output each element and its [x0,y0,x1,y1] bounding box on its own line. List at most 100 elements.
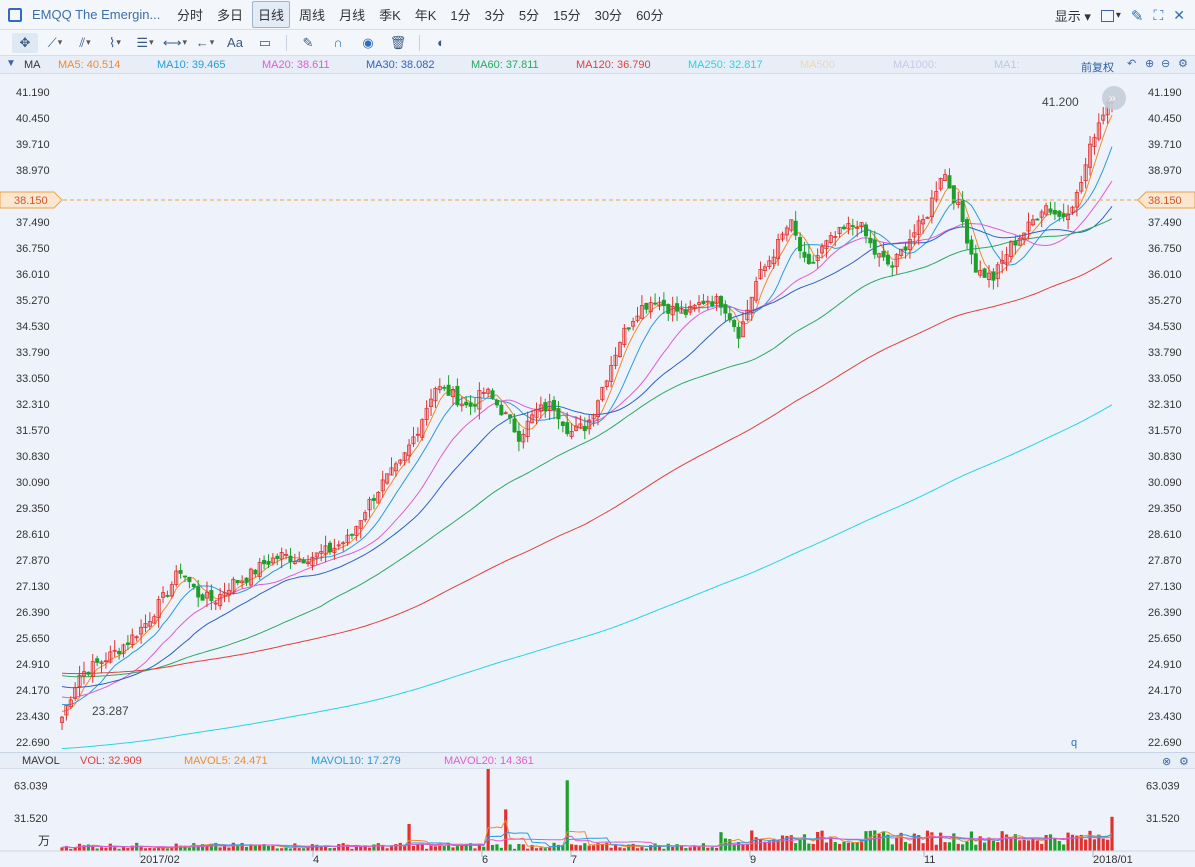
vol-label[interactable]: MAVOL [22,755,60,767]
period-tab[interactable]: 年K [414,8,437,23]
candle-body [969,239,974,255]
channel-tool-icon[interactable]: ⫽ [72,33,98,53]
ma-label[interactable]: MA [24,59,41,71]
candle-body [156,598,161,619]
y-tick-label-right: 32.310 [1148,399,1182,411]
symbol-title[interactable]: EMQQ The Emergin... [32,7,161,22]
chevron-down-icon[interactable]: ▾ [1115,10,1121,21]
eye-icon[interactable]: ◉ [362,34,374,50]
candle-body [675,303,680,312]
period-tab[interactable]: 多日 [217,8,244,23]
volume-bar [587,845,591,851]
fib-tool-icon[interactable]: ☰ [132,33,158,53]
volume-bar [473,848,477,851]
volume-bar [930,832,934,851]
y-tick-label-right: 28.610 [1148,529,1182,541]
volume-bar [613,844,618,851]
volume-bar [583,843,587,851]
add-indicator-icon[interactable]: ⊕ [1145,58,1155,70]
candle-body [565,422,570,435]
volume-bar [152,848,156,851]
comment-tool-icon[interactable]: ▭ [258,34,272,50]
y-tick-label-right: 41.190 [1148,87,1182,99]
volume-bar [600,844,604,851]
period-tab[interactable]: 季K [379,8,401,23]
y-tick-label-right: 30.830 [1148,451,1182,463]
volume-bar [332,847,336,851]
candlestick-chart[interactable]: 41.190 41.190 40.450 40.450 39.710 39.710 38.9… [0,74,1195,752]
volume-bar [310,844,315,851]
text-tool-icon[interactable]: Aa [227,35,243,50]
wave-tool-icon[interactable]: ⌇ [102,33,128,53]
candle-body [385,473,390,484]
layout-select-icon[interactable] [1100,9,1114,22]
volume-bar [104,847,108,851]
y-tick-label-left: 23.430 [16,711,50,723]
volume-settings-icon[interactable]: ⚙ [1179,756,1189,768]
ma-line-ma120 [61,257,1113,675]
panel-toggle-icon[interactable] [8,7,22,22]
volume-bar [842,841,846,851]
candle-body [1101,114,1106,121]
pen-icon[interactable]: ✎ [1130,7,1144,25]
brush-icon[interactable]: ✎ [302,34,314,50]
candle-body [451,389,456,398]
close-volume-icon[interactable]: ⊗ [1162,756,1172,768]
volume-bar [991,840,995,851]
candle-body [780,233,785,240]
period-tab[interactable]: 60分 [636,8,664,23]
settings-gear-icon[interactable]: ⚙ [1178,58,1188,70]
candle-body [494,399,499,406]
close-icon[interactable]: ✕ [1173,7,1185,23]
candle-body [890,265,895,268]
period-tab[interactable]: 15分 [553,8,581,23]
candle-body [81,671,86,677]
y-tick-label-left: 34.530 [16,321,50,333]
undo-icon[interactable]: ↶ [1127,58,1137,70]
display-menu[interactable]: 显示 ▾ [1054,9,1091,24]
magnet-icon[interactable]: ∩ [333,35,343,50]
candle-body [899,248,904,256]
period-tab[interactable]: 5分 [518,8,540,23]
x-tick-label: 6 [482,854,488,866]
period-tab[interactable]: 周线 [299,8,326,23]
volume-bar [341,843,345,851]
period-tab[interactable]: 日线 [252,1,291,28]
volume-bar [77,843,82,851]
period-tab[interactable]: 3分 [484,8,505,23]
period-tab[interactable]: 1分 [450,8,471,23]
candle-body [103,660,108,663]
period-tab[interactable]: 30分 [594,8,623,23]
x-tick-label: 9 [750,854,756,866]
scroll-latest-button[interactable] [1102,86,1126,110]
volume-bar [302,848,306,851]
ma-value: MA60: 37.811 [471,59,539,71]
volume-bar [710,847,714,851]
y-tick-label-right: 24.170 [1148,685,1182,697]
period-tab[interactable]: 分时 [177,8,204,23]
candle-body [95,658,100,663]
candle-body [824,240,829,249]
remove-indicator-icon[interactable]: ⊖ [1161,58,1171,70]
crosshair-move-icon[interactable]: ✥ [12,32,38,53]
candle-body [811,261,816,264]
y-tick-label-left: 30.830 [16,451,50,463]
period-tab[interactable]: 月线 [339,8,366,23]
trash-icon[interactable]: 🗑 [389,34,407,50]
volume-bar [227,847,231,851]
adjust-mode-label[interactable]: 前复权 [1081,62,1114,74]
top-bar: EMQQ The Emergin... 分时 多日 日线 周线 月线 季K 年K 1分 3分 5分… [0,0,1195,30]
range-tool-icon[interactable]: ⟷ [162,33,188,53]
volume-bar [433,846,438,851]
toggle-visibility-icon[interactable]: ◐ [437,35,445,50]
fullscreen-icon[interactable]: ⛶ [1153,7,1164,23]
volume-bar [504,809,508,851]
x-tick-label: 11 [924,854,935,866]
y-tick-label-right: 29.350 [1148,503,1182,515]
candle-body [1026,221,1031,232]
line-tool-icon[interactable]: ⟋ [42,33,68,53]
candle-body [1039,211,1044,218]
collapse-ma-icon[interactable]: ▼ [6,58,16,69]
arrow-tool-icon[interactable]: ← [192,33,218,53]
